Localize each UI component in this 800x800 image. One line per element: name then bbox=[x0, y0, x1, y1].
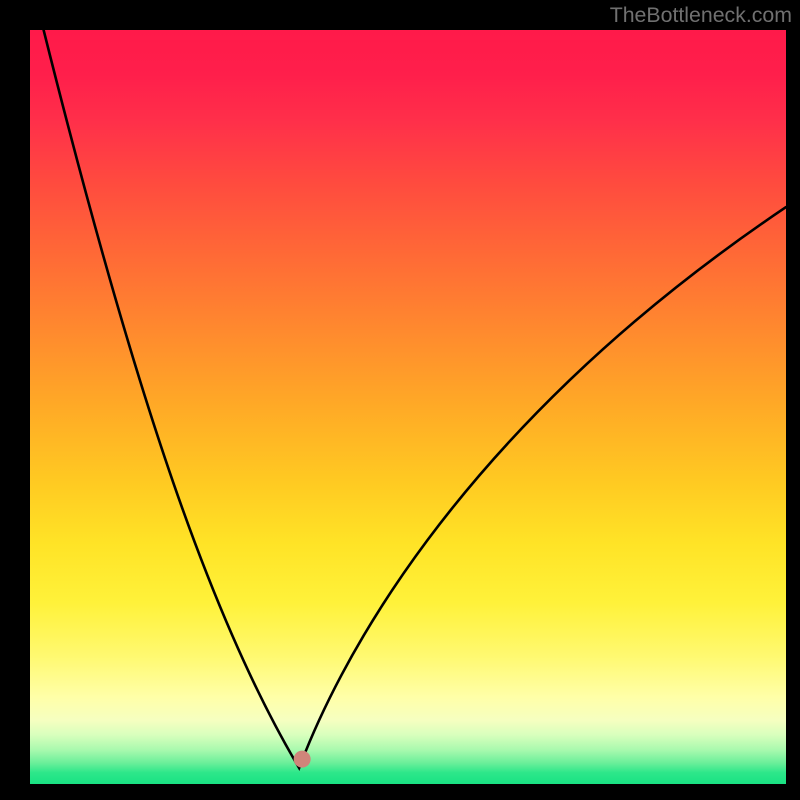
watermark-text: TheBottleneck.com bbox=[610, 0, 792, 30]
chart-container: TheBottleneck.com bbox=[0, 0, 800, 800]
bottleneck-chart bbox=[0, 0, 800, 800]
plot-background bbox=[30, 30, 786, 784]
optimal-point-marker bbox=[294, 751, 311, 768]
